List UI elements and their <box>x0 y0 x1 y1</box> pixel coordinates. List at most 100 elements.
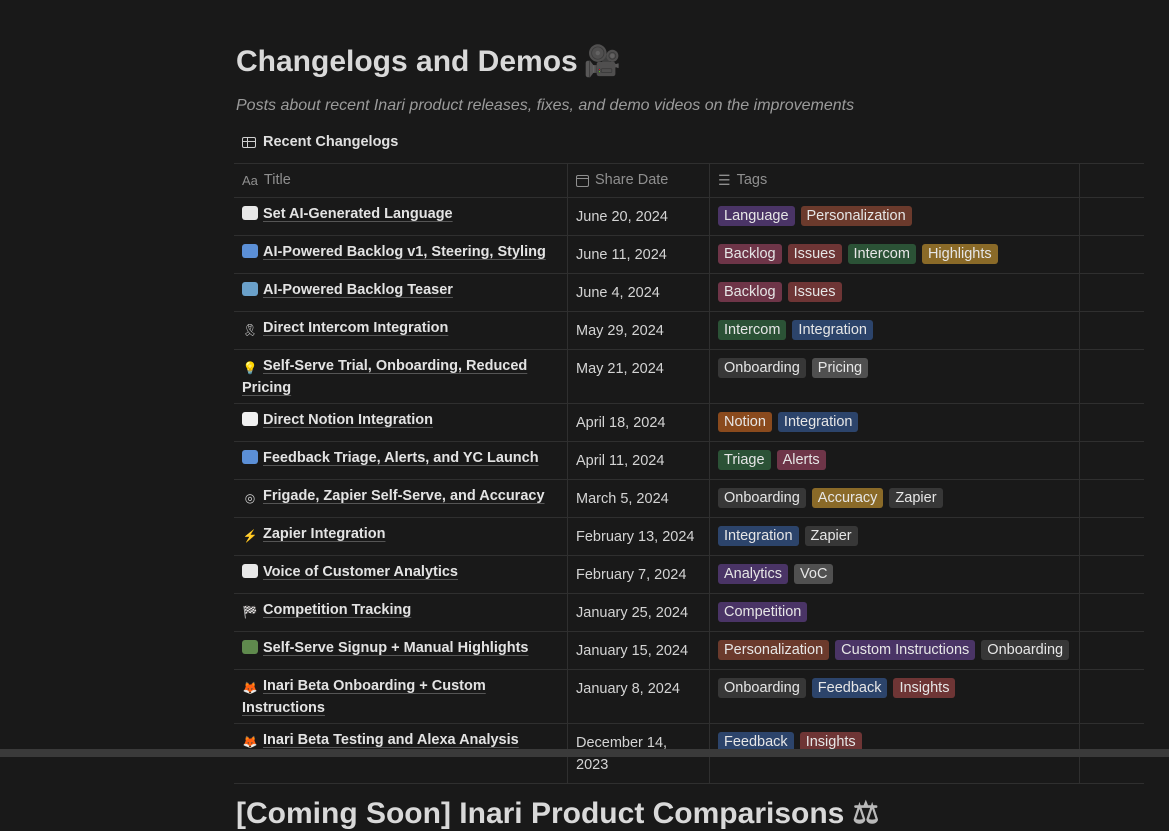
row-title[interactable]: Inari Beta Testing and Alexa Analysis <box>263 732 519 748</box>
tag-badge: Custom Instructions <box>835 640 976 660</box>
row-empty-cell <box>1080 404 1144 441</box>
page-title-text: Changelogs and Demos <box>236 45 578 78</box>
row-tags-cell[interactable]: Analytics VoC <box>710 556 1080 593</box>
tag-badge: Onboarding <box>981 640 1070 660</box>
row-share-date[interactable]: January 8, 2024 <box>568 670 710 723</box>
row-title-cell[interactable]: 🎗 Direct Intercom Integration <box>234 312 568 349</box>
row-title[interactable]: Set AI-Generated Language <box>263 206 453 222</box>
row-share-date[interactable]: March 5, 2024 <box>568 480 710 517</box>
row-title-cell[interactable]: ◎ Frigade, Zapier Self-Serve, and Accurac… <box>234 480 568 517</box>
tag-badge: Issues <box>787 282 842 302</box>
tag-badge: Onboarding <box>718 358 806 378</box>
row-title[interactable]: Inari Beta Onboarding + Custom Instructi… <box>242 678 486 716</box>
row-tags-cell[interactable]: Language Personalization <box>710 198 1080 235</box>
tag-badge: Zapier <box>804 526 858 546</box>
tag-badge: Personalization <box>800 206 912 226</box>
page-subtitle: Posts about recent Inari product release… <box>236 97 855 114</box>
table-row[interactable]: Self-Serve Signup + Manual Highlights Jan… <box>234 632 1144 670</box>
row-share-date[interactable]: June 11, 2024 <box>568 236 710 273</box>
row-title-cell[interactable]: Voice of Customer Analytics <box>234 556 568 593</box>
tag-badge: Alerts <box>776 450 826 470</box>
tag-badge: Feedback <box>718 732 794 752</box>
row-title[interactable]: Self-Serve Signup + Manual Highlights <box>263 640 529 656</box>
world-map-icon <box>242 282 258 296</box>
row-share-date[interactable]: June 4, 2024 <box>568 274 710 311</box>
row-tags-cell[interactable]: Onboarding Pricing <box>710 350 1080 403</box>
table-row[interactable]: Set AI-Generated Language June 20, 2024 La… <box>234 198 1144 236</box>
row-tags-cell[interactable]: Notion Integration <box>710 404 1080 441</box>
row-tags-cell[interactable]: Competition <box>710 594 1080 631</box>
tag-badge: Integration <box>718 526 799 546</box>
row-title[interactable]: AI-Powered Backlog v1, Steering, Styling <box>263 244 546 260</box>
section-divider <box>0 749 1169 757</box>
row-share-date[interactable]: June 20, 2024 <box>568 198 710 235</box>
row-tags-cell[interactable]: Feedback Insights <box>710 724 1080 783</box>
table-row[interactable]: ◎ Frigade, Zapier Self-Serve, and Accurac… <box>234 480 1144 518</box>
row-title[interactable]: Direct Intercom Integration <box>263 320 449 336</box>
table-row[interactable]: Direct Notion Integration April 18, 2024 N… <box>234 404 1144 442</box>
table-header: Aa Title Share Date ☰ Tags <box>234 164 1144 198</box>
database-title[interactable]: Recent Changelogs <box>242 134 398 150</box>
row-title-cell[interactable]: AI-Powered Backlog Teaser <box>234 274 568 311</box>
row-empty-cell <box>1080 670 1144 723</box>
tag-badge: Zapier <box>889 488 943 508</box>
table-row[interactable]: 🦊 Inari Beta Testing and Alexa Analysis De… <box>234 724 1144 784</box>
row-title[interactable]: Frigade, Zapier Self-Serve, and Accuracy <box>263 488 545 504</box>
row-empty-cell <box>1080 312 1144 349</box>
row-title[interactable]: Voice of Customer Analytics <box>263 564 458 580</box>
table-row[interactable]: AI-Powered Backlog v1, Steering, Styling… <box>234 236 1144 274</box>
table-row[interactable]: 🎗 Direct Intercom Integration May 29, 2024… <box>234 312 1144 350</box>
row-share-date[interactable]: April 11, 2024 <box>568 442 710 479</box>
table-row[interactable]: Voice of Customer Analytics February 7, 2… <box>234 556 1144 594</box>
table-row[interactable]: Feedback Triage, Alerts, and YC Launch Ap… <box>234 442 1144 480</box>
row-share-date[interactable]: February 7, 2024 <box>568 556 710 593</box>
table-row[interactable]: AI-Powered Backlog Teaser June 4, 2024 Bac… <box>234 274 1144 312</box>
row-title-cell[interactable]: 🦊 Inari Beta Onboarding + Custom Instruct… <box>234 670 568 723</box>
row-tags-cell[interactable]: Backlog Issues Intercom Highlights <box>710 236 1080 273</box>
row-title[interactable]: Competition Tracking <box>263 602 412 618</box>
row-title[interactable]: AI-Powered Backlog Teaser <box>263 282 453 298</box>
row-tags-cell[interactable]: Onboarding Accuracy Zapier <box>710 480 1080 517</box>
row-tags-cell[interactable]: Backlog Issues <box>710 274 1080 311</box>
row-share-date[interactable]: January 25, 2024 <box>568 594 710 631</box>
row-tags-cell[interactable]: Onboarding Feedback Insights <box>710 670 1080 723</box>
row-share-date[interactable]: April 18, 2024 <box>568 404 710 441</box>
column-header-tags[interactable]: ☰ Tags <box>710 164 1080 197</box>
row-share-date[interactable]: May 29, 2024 <box>568 312 710 349</box>
tag-badge: Analytics <box>718 564 789 584</box>
column-header-title[interactable]: Aa Title <box>234 164 568 197</box>
row-title-cell[interactable]: ⚡ Zapier Integration <box>234 518 568 555</box>
table-row[interactable]: 🦊 Inari Beta Onboarding + Custom Instruct… <box>234 670 1144 724</box>
road-icon <box>242 640 258 654</box>
flag-icon <box>242 206 258 220</box>
row-title-cell[interactable]: Self-Serve Signup + Manual Highlights <box>234 632 568 669</box>
row-title[interactable]: Self-Serve Trial, Onboarding, Reduced Pr… <box>242 358 528 396</box>
row-share-date[interactable]: May 21, 2024 <box>568 350 710 403</box>
table-row[interactable]: 🏁 Competition Tracking January 25, 2024 Com… <box>234 594 1144 632</box>
tag-badge: Intercom <box>847 244 916 264</box>
row-tags-cell[interactable]: Personalization Custom Instructions Onboar… <box>710 632 1080 669</box>
row-empty-cell <box>1080 556 1144 593</box>
row-title-cell[interactable]: Set AI-Generated Language <box>234 198 568 235</box>
row-tags-cell[interactable]: Intercom Integration <box>710 312 1080 349</box>
row-tags-cell[interactable]: Triage Alerts <box>710 442 1080 479</box>
row-title-cell[interactable]: 🏁 Competition Tracking <box>234 594 568 631</box>
row-title-cell[interactable]: Feedback Triage, Alerts, and YC Launch <box>234 442 568 479</box>
checkered-flag-icon: 🏁 <box>242 605 258 619</box>
row-share-date[interactable]: January 15, 2024 <box>568 632 710 669</box>
row-title[interactable]: Zapier Integration <box>263 526 386 542</box>
notion-icon <box>242 412 258 426</box>
row-empty-cell <box>1080 442 1144 479</box>
row-share-date[interactable]: February 13, 2024 <box>568 518 710 555</box>
table-row[interactable]: 💡 Self-Serve Trial, Onboarding, Reduced P… <box>234 350 1144 404</box>
column-header-share-date[interactable]: Share Date <box>568 164 710 197</box>
row-title[interactable]: Direct Notion Integration <box>263 412 433 428</box>
row-title-cell[interactable]: AI-Powered Backlog v1, Steering, Styling <box>234 236 568 273</box>
calendar-icon <box>576 174 589 187</box>
row-title[interactable]: Feedback Triage, Alerts, and YC Launch <box>263 450 539 466</box>
row-title-cell[interactable]: Direct Notion Integration <box>234 404 568 441</box>
row-title-cell[interactable]: 💡 Self-Serve Trial, Onboarding, Reduced P… <box>234 350 568 403</box>
row-empty-cell <box>1080 480 1144 517</box>
table-row[interactable]: ⚡ Zapier Integration February 13, 2024 Inte… <box>234 518 1144 556</box>
row-tags-cell[interactable]: Integration Zapier <box>710 518 1080 555</box>
